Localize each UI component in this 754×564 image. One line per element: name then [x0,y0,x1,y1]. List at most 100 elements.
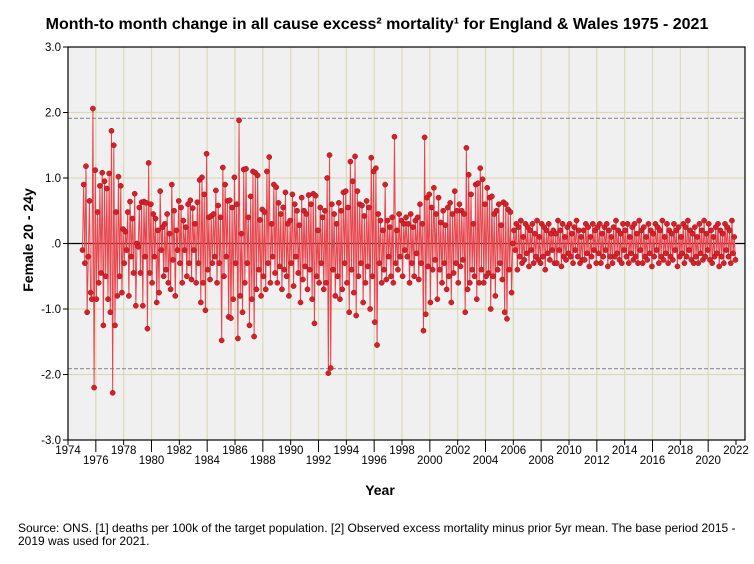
data-point [106,170,113,177]
data-point [559,221,566,227]
data-point [381,266,387,273]
data-point [484,184,491,191]
data-point [153,299,160,306]
data-point [360,299,366,306]
x-tick-label: 2018 [668,445,694,457]
data-point [580,227,587,234]
data-point [293,253,299,260]
data-point [143,200,150,206]
x-tick-label: 2012 [584,455,610,467]
data-point [691,224,698,230]
data-point [204,266,211,273]
data-point [492,293,499,299]
data-point [516,253,523,260]
data-point [518,217,524,224]
data-point [617,230,624,237]
data-point [275,200,282,206]
data-point [327,365,334,371]
data-point [280,204,286,211]
data-point [108,127,115,134]
data-point [407,211,414,217]
data-point [165,279,172,286]
data-point [584,250,590,257]
x-tick-label: 2014 [612,445,638,457]
x-tick-label: 1978 [111,445,137,457]
data-point [573,217,580,224]
data-point [432,257,438,263]
data-point [251,333,257,340]
data-point [282,189,289,196]
data-point [397,253,404,260]
data-point [354,188,361,194]
data-point [253,286,260,293]
x-tick-label: 2020 [695,455,721,467]
data-point [485,270,492,276]
data-point [318,260,325,266]
data-point [158,247,165,253]
data-point [422,311,429,318]
data-point [557,227,564,234]
x-tick-label: 2004 [473,455,499,467]
data-point [173,227,180,234]
data-point [335,200,342,206]
data-point [273,184,280,191]
data-point [545,221,552,227]
data-point [121,260,128,266]
data-point [650,230,656,237]
data-point [352,153,358,160]
data-point [646,250,653,257]
data-point [514,266,521,273]
data-point [402,247,408,253]
data-point [588,253,595,260]
data-point [223,253,230,260]
data-point [595,250,602,257]
x-tick-label: 1974 [55,445,81,457]
y-tick-label: .0 [51,239,61,251]
data-point [389,214,395,221]
data-point [79,247,86,253]
data-point [228,315,234,322]
data-point [124,209,131,215]
footnote: Source: ONS. [1] deaths per 100k of the … [18,521,736,548]
data-point [544,250,551,257]
data-point [456,201,463,208]
data-point [385,253,392,260]
data-point [693,253,699,260]
data-point [410,224,416,230]
data-point [207,276,213,283]
data-point [428,204,435,211]
data-point [322,207,328,214]
data-point [167,286,174,293]
data-point [115,173,122,180]
data-point [556,247,562,253]
data-point [128,253,135,260]
data-point [287,217,293,224]
data-point [502,201,509,208]
data-point [229,204,235,211]
data-point [704,247,711,253]
data-point [168,181,175,188]
data-point [637,247,644,253]
data-point [440,207,447,214]
data-point [719,230,726,237]
data-point [461,211,467,217]
data-point [136,204,143,211]
data-point [531,230,538,237]
data-point [86,198,93,204]
data-point [180,217,187,224]
data-point [622,227,629,234]
data-point [487,306,494,312]
data-point [342,188,349,194]
data-point [265,260,271,266]
data-point [368,154,375,161]
data-point [466,279,473,286]
data-point [351,289,357,296]
data-point [697,250,704,257]
data-point [436,266,443,273]
data-point [324,175,331,181]
data-point [448,299,455,306]
data-point [201,191,208,198]
x-tick-label: 1996 [361,455,387,467]
x-tick-label: 1994 [334,445,360,457]
data-point [219,164,226,171]
